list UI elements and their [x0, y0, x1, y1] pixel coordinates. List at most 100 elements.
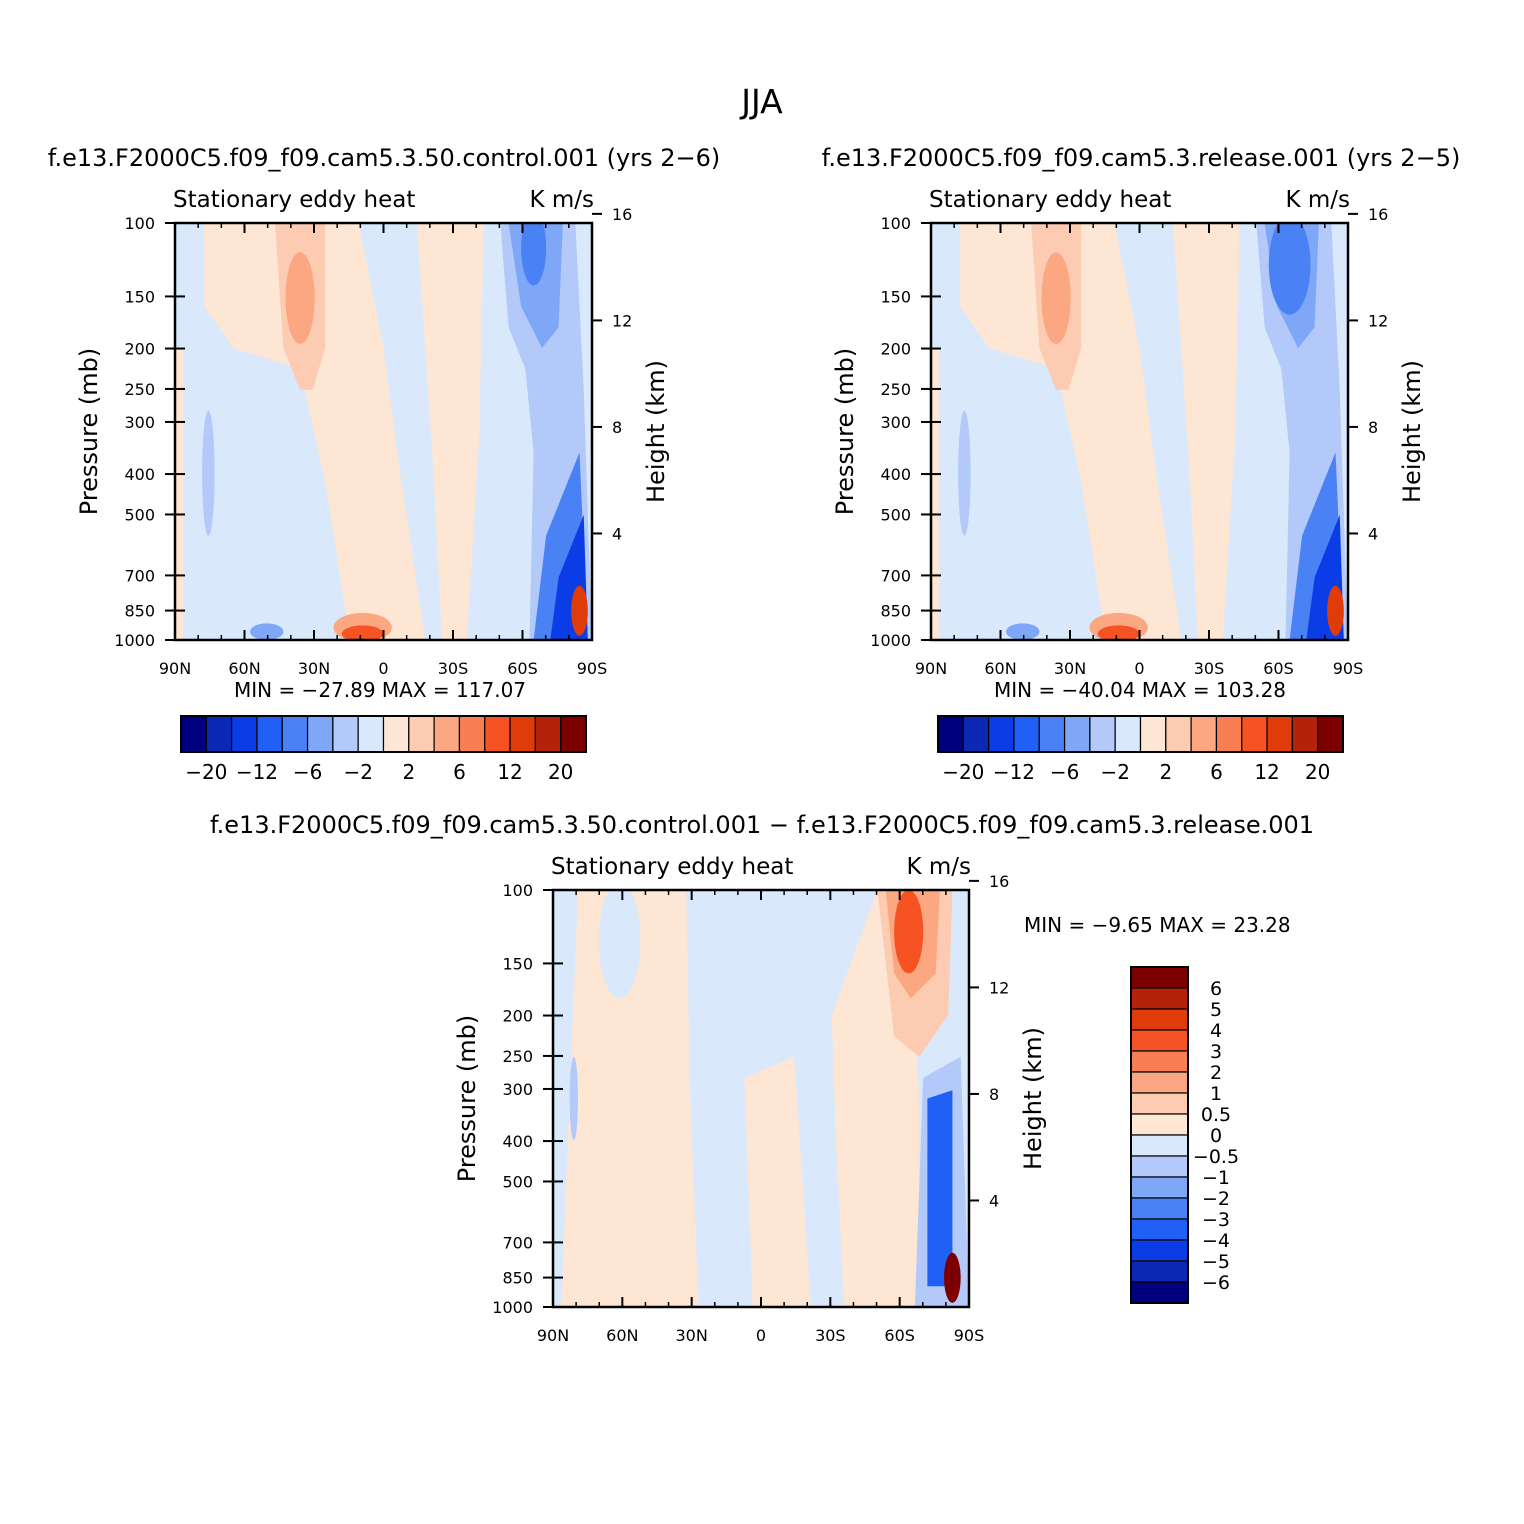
colorbar-label: −3 [1202, 1209, 1230, 1231]
colorbar-label: 1 [1210, 1083, 1222, 1105]
y-tick-label: 850 [124, 602, 155, 621]
colorbar-swatch [988, 715, 1015, 753]
main-title: JJA [739, 82, 783, 121]
height-axis-title: Height (km) [642, 360, 670, 503]
y-tick-label: 100 [880, 214, 911, 233]
y-tick-label: 1000 [114, 631, 155, 650]
colorbar-label: −2 [1100, 760, 1129, 784]
y-tick-label: 1000 [870, 631, 911, 650]
colorbar-swatch [1139, 715, 1167, 753]
x-tick-label: 30N [676, 1326, 708, 1345]
y-tick-label: 250 [124, 380, 155, 399]
height-tick-label: 4 [1368, 524, 1378, 543]
colorbar-swatch [231, 715, 258, 753]
colorbar-swatch [1215, 715, 1243, 753]
height-tick-label: 8 [612, 418, 622, 437]
units-label: K m/s [906, 854, 971, 880]
colorbar-swatch [1130, 987, 1189, 1010]
y-tick-label: 200 [880, 340, 911, 359]
x-tick-label: 0 [1134, 659, 1144, 678]
y-tick-label: 200 [502, 1007, 533, 1026]
colorbar-swatch [281, 715, 309, 753]
colorbar-label: −2 [343, 760, 372, 784]
y-tick-label: 400 [880, 465, 911, 484]
contour-fill-polar-positive [944, 1252, 961, 1303]
contour-fill-warm-band [960, 223, 1182, 640]
colorbar-swatch [306, 715, 334, 753]
contour-fill-surface-warm-core [1097, 625, 1140, 640]
contour-fill-southern-core [1268, 223, 1311, 315]
y-tick-label: 850 [502, 1269, 533, 1288]
y-tick-label: 150 [124, 287, 155, 306]
colorbar-label: −12 [236, 760, 278, 784]
colorbar-label: 12 [1254, 760, 1279, 784]
x-tick-label: 0 [378, 659, 388, 678]
variable-label: Stationary eddy heat [929, 187, 1171, 213]
colorbar-swatch [1130, 1155, 1189, 1178]
contour-fill-midlat-negative [569, 1056, 578, 1141]
variable-label: Stationary eddy heat [551, 854, 793, 880]
contour-fill-surface-cool [1006, 623, 1040, 640]
height-tick-label: 16 [989, 872, 1009, 891]
y-tick-label: 250 [502, 1047, 533, 1066]
contour-fill-warm-edge [931, 348, 940, 640]
y-tick-label: 250 [880, 380, 911, 399]
contour-field [175, 223, 592, 640]
colorbar-label: 0.5 [1201, 1104, 1231, 1126]
y-tick-label: 700 [502, 1233, 533, 1252]
colorbar-label: 6 [1210, 978, 1222, 1000]
contour-fill-surface-warm-core [341, 625, 384, 640]
colorbar-label: 20 [548, 760, 573, 784]
contour-field [931, 223, 1348, 640]
contour-fill-polar-positive [1327, 585, 1344, 636]
height-tick-label: 4 [989, 1191, 999, 1210]
x-tick-label: 60N [606, 1326, 638, 1345]
x-tick-label: 60S [507, 659, 538, 678]
height-tick-label: 12 [1368, 311, 1388, 330]
colorbar-swatch [1013, 715, 1040, 753]
colorbar-swatch [256, 715, 283, 753]
height-tick-label: 12 [989, 978, 1009, 997]
colorbar-swatch [1130, 1281, 1189, 1304]
x-tick-label: 30N [298, 659, 330, 678]
units-label: K m/s [529, 187, 594, 213]
colorbar-label: 6 [453, 760, 466, 784]
contour-fill-warm-edge [175, 348, 184, 640]
colorbar-swatch [458, 715, 486, 753]
colorbar-swatch [1165, 715, 1192, 753]
height-tick-label: 8 [989, 1085, 999, 1104]
panel-difference-plot: 90N 60N 30N 0 30S 60S 90S 100 150 200 250 300 400 500… [453, 854, 1047, 1345]
colorbar-swatch [1130, 1197, 1189, 1220]
colorbar-swatch [1130, 1239, 1189, 1262]
panel-release-title: f.e13.F2000C5.f09_f09.cam5.3.release.001… [822, 144, 1461, 172]
y-tick-label: 700 [880, 566, 911, 585]
colorbar-label: 6 [1210, 760, 1223, 784]
colorbar-swatch [1130, 1029, 1189, 1052]
contour-fill-warm-band-2 [1172, 223, 1240, 640]
height-tick-label: 16 [1368, 205, 1388, 224]
colorbar-swatch [1130, 1008, 1189, 1031]
colorbar-swatch [1130, 1176, 1189, 1199]
colorbar-swatch [357, 715, 385, 753]
y-tick-label: 400 [502, 1132, 533, 1151]
colorbar-label: 2 [402, 760, 415, 784]
y-axis-title: Pressure (mb) [453, 1015, 481, 1182]
contour-fill-subtropical-core [1041, 252, 1071, 344]
panel-difference-min-max: MIN = −9.65 MAX = 23.28 [1024, 913, 1291, 937]
x-tick-label: 30S [815, 1326, 846, 1345]
colorbar-frame [180, 715, 587, 753]
x-tick-label: 0 [756, 1326, 766, 1345]
contour-fill-warm-band-2 [744, 1056, 811, 1307]
colorbar-swatch [1089, 715, 1116, 753]
height-axis-title: Height (km) [1398, 360, 1426, 503]
colorbar-frame [937, 715, 1344, 753]
colorbar-label: −0.5 [1193, 1146, 1239, 1168]
contour-fill-southern-core [521, 223, 547, 286]
colorbar-swatch [509, 715, 536, 753]
panel-control-plot: 90N 60N 30N 0 30S 60S 90S 100 150 200 250 300 400 500… [75, 187, 670, 678]
y-tick-label: 100 [502, 881, 533, 900]
colorbar-swatch [1038, 715, 1066, 753]
colorbar-swatch [1130, 1113, 1189, 1136]
